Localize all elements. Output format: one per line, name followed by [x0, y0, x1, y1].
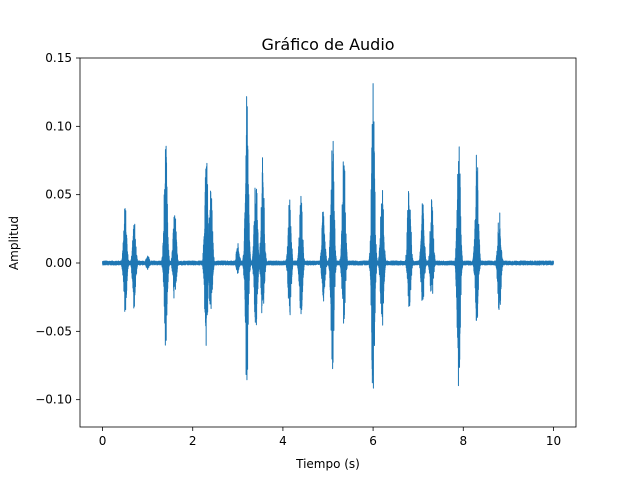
y-axis-ticks: −0.10 −0.05 0.00 0.05 0.10 0.15: [35, 51, 80, 407]
x-tick-label: 0: [99, 434, 107, 448]
x-axis-label: Tiempo (s): [295, 457, 360, 471]
y-tick-label: 0.05: [45, 188, 72, 202]
x-tick-label: 2: [189, 434, 197, 448]
x-tick-label: 8: [459, 434, 467, 448]
y-tick-label: 0.00: [45, 256, 72, 270]
y-tick-label: 0.10: [45, 119, 72, 133]
x-tick-label: 10: [546, 434, 561, 448]
y-tick-label: −0.10: [35, 393, 72, 407]
chart-title: Gráfico de Audio: [261, 35, 394, 54]
y-tick-label: 0.15: [45, 51, 72, 65]
plot-frame: [79, 57, 577, 428]
y-axis-label: Amplitud: [7, 216, 21, 270]
audio-waveform-line: [102, 83, 554, 389]
y-tick-label: −0.05: [35, 324, 72, 338]
plot-area: [80, 58, 576, 427]
x-tick-label: 4: [279, 434, 287, 448]
x-axis-ticks: 0 2 4 6 8 10: [99, 427, 561, 448]
x-tick-label: 6: [369, 434, 377, 448]
